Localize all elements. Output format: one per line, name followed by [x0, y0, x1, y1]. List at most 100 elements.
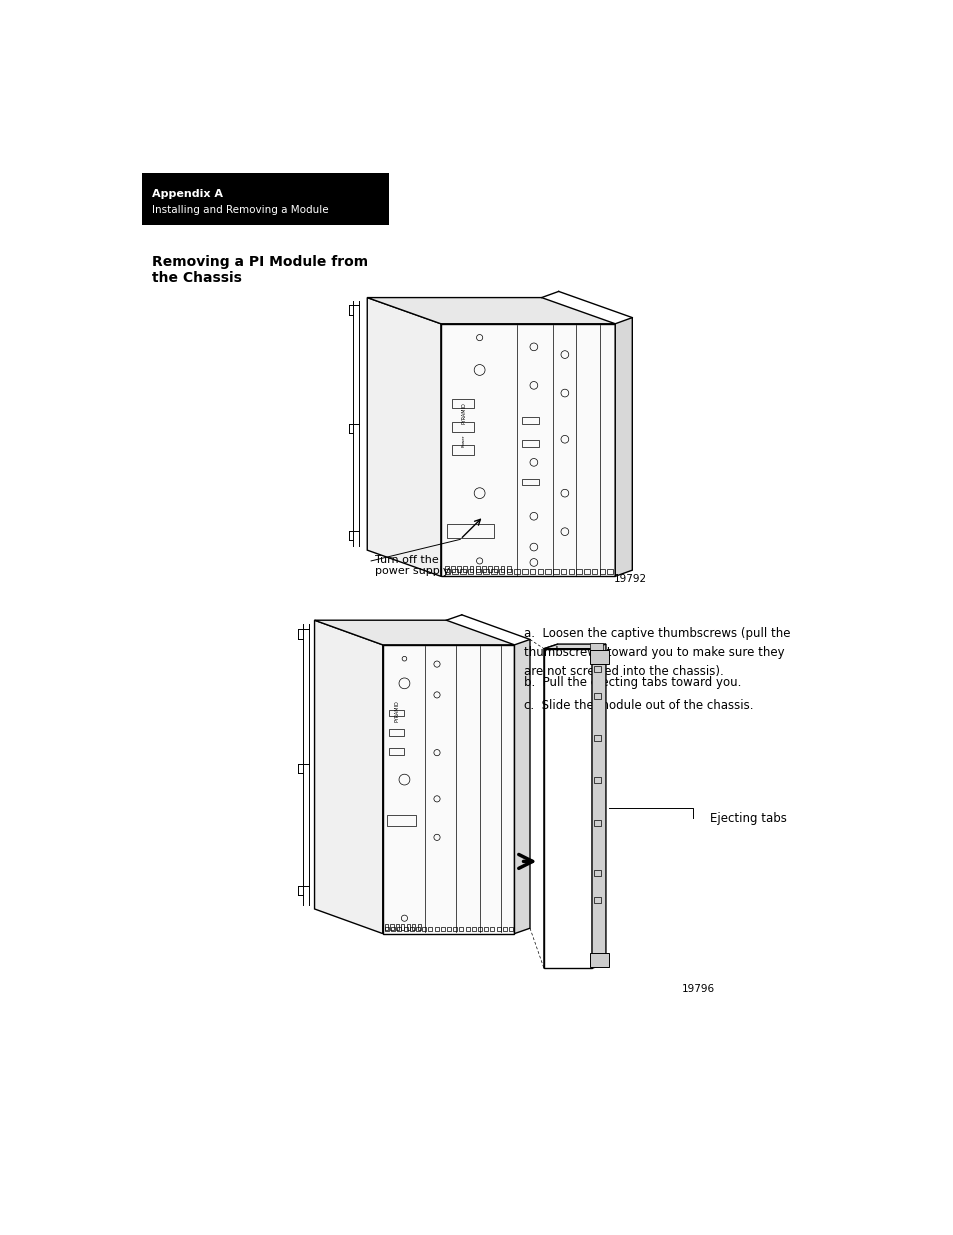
Bar: [576, 569, 581, 574]
Bar: [490, 927, 494, 931]
Bar: [444, 569, 450, 574]
Bar: [521, 440, 538, 447]
Bar: [593, 666, 599, 672]
Bar: [469, 567, 473, 573]
Text: c.  Slide the module out of the chassis.: c. Slide the module out of the chassis.: [523, 699, 753, 711]
Polygon shape: [543, 645, 558, 968]
Bar: [452, 569, 457, 574]
Bar: [453, 927, 456, 931]
Text: Turn off the: Turn off the: [375, 555, 438, 564]
Bar: [451, 567, 455, 573]
Bar: [583, 569, 589, 574]
Bar: [476, 569, 480, 574]
Bar: [593, 693, 599, 699]
Polygon shape: [543, 648, 592, 968]
Bar: [452, 422, 474, 431]
Bar: [530, 569, 535, 574]
Bar: [590, 642, 602, 656]
Bar: [537, 569, 542, 574]
Bar: [416, 927, 419, 931]
Polygon shape: [615, 317, 632, 577]
Bar: [389, 710, 404, 716]
Bar: [472, 927, 476, 931]
Bar: [500, 567, 504, 573]
Bar: [456, 567, 460, 573]
Bar: [468, 569, 473, 574]
Text: Installing and Removing a Module: Installing and Removing a Module: [152, 205, 328, 215]
Bar: [452, 399, 474, 409]
Polygon shape: [314, 620, 382, 934]
Bar: [506, 569, 512, 574]
Bar: [401, 924, 404, 930]
Bar: [463, 567, 467, 573]
Text: Appendix A: Appendix A: [152, 189, 223, 199]
Bar: [435, 927, 438, 931]
Bar: [410, 927, 414, 931]
Polygon shape: [592, 645, 605, 968]
Bar: [422, 927, 426, 931]
Bar: [417, 924, 420, 930]
Bar: [593, 820, 599, 826]
Polygon shape: [367, 298, 440, 577]
Bar: [428, 927, 432, 931]
Polygon shape: [440, 324, 615, 577]
Bar: [447, 927, 451, 931]
Bar: [459, 569, 465, 574]
Bar: [502, 927, 506, 931]
Bar: [545, 569, 550, 574]
Bar: [385, 927, 389, 931]
Bar: [390, 924, 394, 930]
Text: a.  Loosen the captive thumbscrews (pull the
thumbscrews toward you to make sure: a. Loosen the captive thumbscrews (pull …: [523, 627, 789, 678]
Bar: [521, 417, 538, 424]
Bar: [142, 173, 389, 225]
Bar: [509, 927, 513, 931]
Bar: [444, 567, 448, 573]
Bar: [593, 735, 599, 741]
Bar: [593, 897, 599, 903]
Polygon shape: [543, 645, 605, 648]
Bar: [497, 927, 500, 931]
Text: Ejecting tabs: Ejecting tabs: [709, 811, 786, 825]
Bar: [521, 569, 527, 574]
Bar: [406, 924, 410, 930]
Bar: [391, 927, 395, 931]
Bar: [607, 569, 612, 574]
Text: Power: Power: [461, 435, 466, 447]
Text: Removing a PI Module from: Removing a PI Module from: [152, 256, 368, 269]
Bar: [506, 567, 510, 573]
Bar: [484, 927, 488, 931]
Bar: [514, 569, 519, 574]
Bar: [389, 748, 404, 755]
Bar: [440, 927, 444, 931]
Bar: [481, 567, 485, 573]
Text: PYRAMID: PYRAMID: [461, 403, 466, 424]
Bar: [386, 815, 416, 826]
Polygon shape: [382, 645, 514, 934]
Bar: [459, 927, 463, 931]
Bar: [553, 569, 558, 574]
Bar: [560, 569, 566, 574]
Bar: [476, 567, 479, 573]
Polygon shape: [314, 620, 514, 645]
Polygon shape: [590, 953, 608, 967]
Bar: [483, 569, 488, 574]
Bar: [593, 777, 599, 783]
Bar: [599, 569, 604, 574]
Text: PYRAMID: PYRAMID: [394, 700, 398, 721]
Bar: [395, 924, 398, 930]
Bar: [403, 927, 407, 931]
Bar: [397, 927, 401, 931]
Text: the Chassis: the Chassis: [152, 270, 241, 284]
Text: 19796: 19796: [681, 984, 715, 994]
Bar: [568, 569, 574, 574]
Text: 19792: 19792: [613, 574, 646, 584]
Polygon shape: [514, 640, 530, 934]
Bar: [488, 567, 492, 573]
Bar: [412, 924, 415, 930]
Bar: [592, 569, 597, 574]
Bar: [593, 869, 599, 876]
Bar: [465, 927, 469, 931]
Polygon shape: [590, 651, 608, 664]
Bar: [385, 924, 388, 930]
Bar: [491, 569, 497, 574]
